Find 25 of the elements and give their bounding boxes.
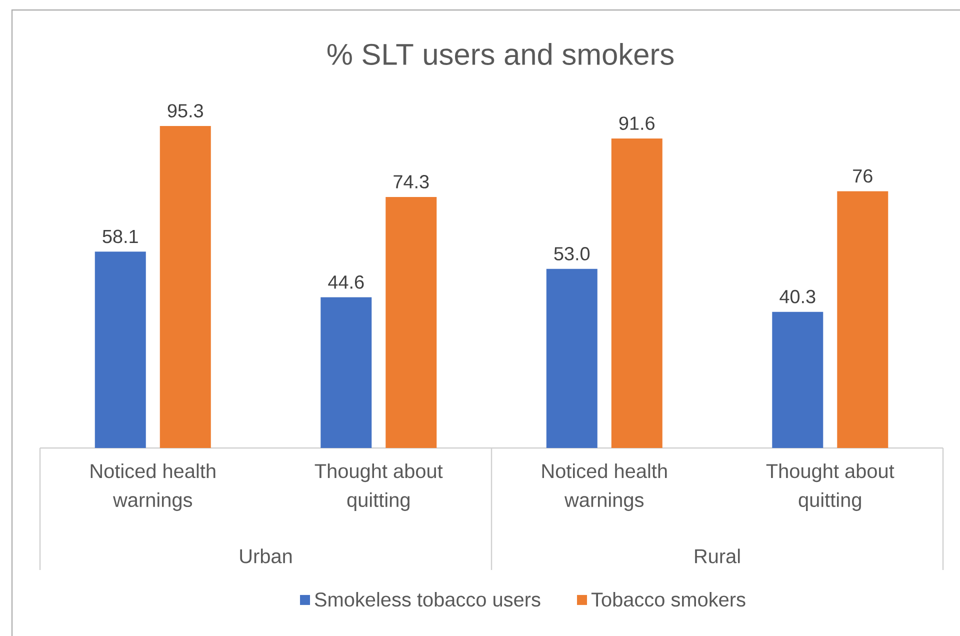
data-label: 44.6: [328, 275, 364, 289]
legend-label: Smokeless tobacco users: [314, 592, 540, 607]
data-label: 91.6: [619, 116, 654, 130]
data-label: 74.3: [394, 175, 429, 188]
bar: [837, 191, 888, 448]
bar: [772, 312, 824, 448]
bar: [94, 252, 146, 448]
bar: [160, 126, 211, 448]
x-tick-label: Thought about quitting: [314, 464, 443, 511]
x-tick-label: Thought about quitting: [766, 464, 894, 511]
x-tick-label: Noticed health warnings: [542, 464, 667, 511]
bar: [386, 196, 437, 448]
legend-label: Tobacco smokers: [591, 592, 746, 607]
chart-title: % SLT users and smokers: [327, 43, 674, 65]
bar: [320, 297, 372, 448]
data-label: 40.3: [780, 290, 816, 304]
bar: [546, 268, 598, 448]
x-tick-label: Noticed health warnings: [90, 464, 216, 511]
bar: [611, 138, 662, 448]
data-label: 53.0: [554, 246, 590, 260]
text: Rural: [695, 548, 740, 564]
data-label: 58.1: [102, 230, 138, 244]
data-label: 95.3: [168, 104, 203, 118]
data-label: 76: [853, 169, 872, 183]
text: Urban: [240, 548, 292, 564]
